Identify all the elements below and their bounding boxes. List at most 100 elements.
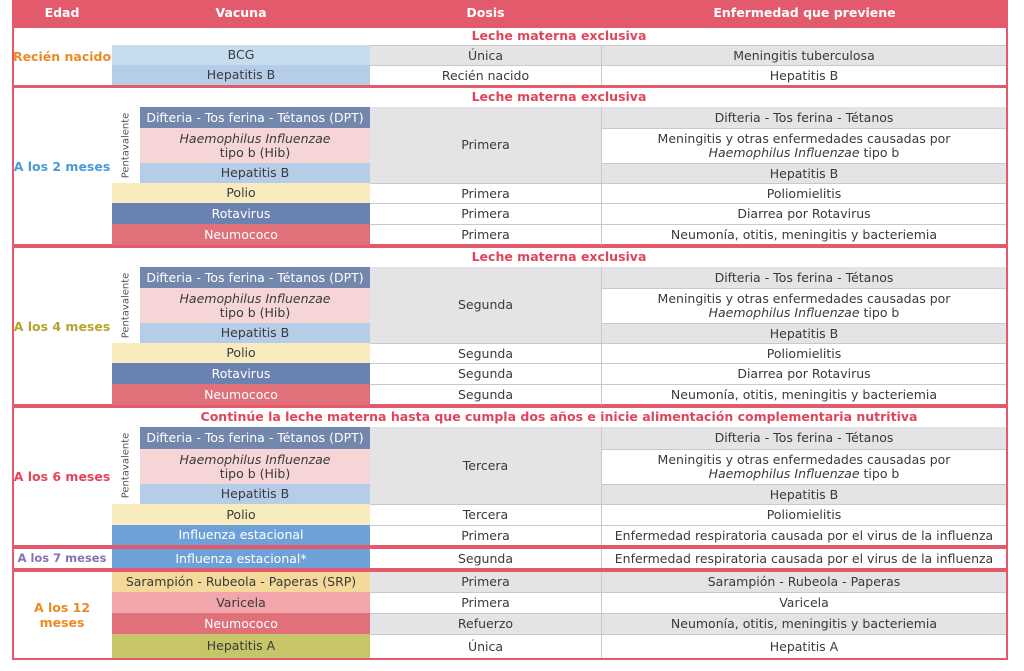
vaccine-hib-italic: Haemophilus Influenzae [179, 130, 331, 146]
disease-cell: Hepatitis B [601, 484, 1006, 504]
disease-cell: Neumonía, otitis, meningitis y bacteriem… [601, 613, 1006, 634]
vaccination-schedule-table: Edad Vacuna Dosis Enfermedad que previen… [12, 0, 1008, 660]
disease-cell: Meningitis y otras enfermedades causadas… [601, 288, 1006, 323]
age-12-months: A los 12 meses [33, 600, 91, 630]
vaccine-cell: Rotavirus [112, 363, 370, 384]
dose-cell: Segunda [370, 267, 601, 343]
dose-cell: Primera [370, 107, 601, 183]
disease-hib-line1: Meningitis y otras enfermedades causadas… [657, 131, 951, 146]
disease-cell: Hepatitis A [601, 634, 1006, 658]
dose-cell: Segunda [370, 384, 601, 405]
disease-hib-line1: Meningitis y otras enfermedades causadas… [657, 291, 951, 306]
disease-cell: Difteria - Tos ferina - Tétanos [601, 267, 1006, 288]
vaccine-cell: Sarampión - Rubeola - Paperas (SRP) [112, 572, 370, 592]
vaccine-cell: Polio [112, 183, 370, 203]
vaccine-hib-italic: Haemophilus Influenzae [179, 451, 331, 467]
disease-cell: Diarrea por Rotavirus [601, 203, 1006, 224]
vaccine-cell: Haemophilus Influenzae tipo b (Hib) [140, 449, 370, 484]
banner-2-months: Leche materna exclusiva [471, 89, 647, 104]
banner-6-months: Continúe la leche materna hasta que cump… [200, 409, 918, 424]
header-disease: Enfermedad que previene [713, 5, 896, 20]
disease-cell: Meningitis tuberculosa [601, 45, 1006, 65]
disease-cell: Poliomielitis [601, 343, 1006, 363]
dose-cell: Tercera [370, 504, 601, 525]
vaccine-cell: Polio [112, 343, 370, 363]
vaccine-cell: Hepatitis B [140, 484, 370, 504]
age-newborn: Recién nacido [12, 49, 112, 64]
disease-hib-line2: Haemophilus Influenzae tipo b [708, 145, 900, 160]
vaccine-cell: Neumococo [112, 384, 370, 405]
disease-cell: Difteria - Tos ferina - Tétanos [601, 427, 1006, 449]
pentavalente-label: Pentavalente [120, 112, 132, 178]
disease-cell: Meningitis y otras enfermedades causadas… [601, 128, 1006, 163]
vaccine-cell: Influenza estacional* [112, 549, 370, 568]
vaccine-cell: Hepatitis A [112, 634, 370, 658]
disease-hib-line2: Haemophilus Influenzae tipo b [708, 466, 900, 481]
dose-cell: Segunda [458, 550, 513, 566]
vaccine-cell: Difteria - Tos ferina - Tétanos (DPT) [140, 427, 370, 449]
age-4-months: A los 4 meses [13, 318, 111, 334]
disease-cell: Enfermedad respiratoria causada por el v… [601, 549, 1006, 568]
banner-4-months: Leche materna exclusiva [471, 249, 647, 264]
vaccine-cell: Varicela [112, 592, 370, 613]
dose-cell: Refuerzo [370, 613, 601, 634]
banner-newborn: Leche materna exclusiva [471, 27, 647, 43]
vaccine-cell: Hepatitis B [140, 163, 370, 183]
table-header: Edad Vacuna Dosis Enfermedad que previen… [12, 0, 1008, 26]
vaccine-cell: Neumococo [112, 613, 370, 634]
group-4-months [12, 246, 1008, 406]
vaccine-cell: Hepatitis B [140, 323, 370, 343]
pentavalente-label: Pentavalente [120, 272, 132, 338]
vaccine-cell: Hepatitis B [112, 65, 370, 85]
vaccine-hib-rest: tipo b (Hib) [219, 144, 291, 160]
dose-cell: Única [370, 45, 601, 65]
group-12-months [12, 570, 1008, 660]
dose-cell: Tercera [370, 427, 601, 504]
header-vaccine: Vacuna [215, 5, 267, 20]
disease-cell: Hepatitis B [601, 65, 1006, 85]
disease-cell: Poliomielitis [601, 183, 1006, 203]
header-dose: Dosis [466, 5, 505, 20]
disease-cell: Hepatitis B [601, 163, 1006, 183]
dose-cell: Primera [370, 183, 601, 203]
disease-cell: Neumonía, otitis, meningitis y bacteriem… [601, 384, 1006, 405]
dose-cell: Primera [370, 203, 601, 224]
dose-cell: Única [370, 634, 601, 658]
pentavalente-label: Pentavalente [120, 432, 132, 499]
disease-cell: Poliomielitis [601, 504, 1006, 525]
vaccine-cell: Difteria - Tos ferina - Tétanos (DPT) [140, 267, 370, 288]
vaccine-hib-rest: tipo b (Hib) [219, 465, 291, 481]
dose-cell: Segunda [370, 343, 601, 363]
group-6-months [12, 406, 1008, 547]
dose-cell: Primera [370, 224, 601, 245]
vaccine-hib-rest: tipo b (Hib) [219, 304, 291, 320]
vaccine-cell: Polio [112, 504, 370, 525]
dose-cell: Primera [370, 572, 601, 592]
disease-cell: Diarrea por Rotavirus [601, 363, 1006, 384]
disease-cell: Hepatitis B [601, 323, 1006, 343]
dose-cell: Primera [370, 592, 601, 613]
disease-cell: Sarampión - Rubeola - Paperas [601, 572, 1006, 592]
vaccine-cell: Neumococo [112, 224, 370, 245]
dose-cell: Recién nacido [370, 65, 601, 85]
vaccine-cell: Influenza estacional [112, 525, 370, 545]
disease-cell: Varicela [601, 592, 1006, 613]
disease-cell: Difteria - Tos ferina - Tétanos [601, 107, 1006, 128]
disease-hib-line2: Haemophilus Influenzae tipo b [708, 305, 900, 320]
vaccine-cell: Difteria - Tos ferina - Tétanos (DPT) [140, 107, 370, 128]
disease-hib-line1: Meningitis y otras enfermedades causadas… [657, 452, 951, 467]
vaccine-cell: Haemophilus Influenzae tipo b (Hib) [140, 128, 370, 163]
age-6-months: A los 6 meses [13, 469, 111, 484]
group-7-months [12, 547, 1008, 570]
disease-cell: Meningitis y otras enfermedades causadas… [601, 449, 1006, 484]
vaccine-cell: Haemophilus Influenzae tipo b (Hib) [140, 288, 370, 323]
disease-cell: Neumonía, otitis, meningitis y bacteriem… [601, 224, 1006, 245]
age-2-months: A los 2 meses [13, 158, 111, 174]
group-2-months [12, 86, 1008, 246]
dose-cell: Primera [370, 525, 601, 545]
vaccine-cell: Rotavirus [112, 203, 370, 224]
age-7-months: A los 7 meses [17, 551, 107, 565]
header-age: Edad [44, 5, 80, 20]
disease-cell: Enfermedad respiratoria causada por el v… [601, 525, 1006, 545]
vaccine-hib-italic: Haemophilus Influenzae [179, 290, 331, 306]
